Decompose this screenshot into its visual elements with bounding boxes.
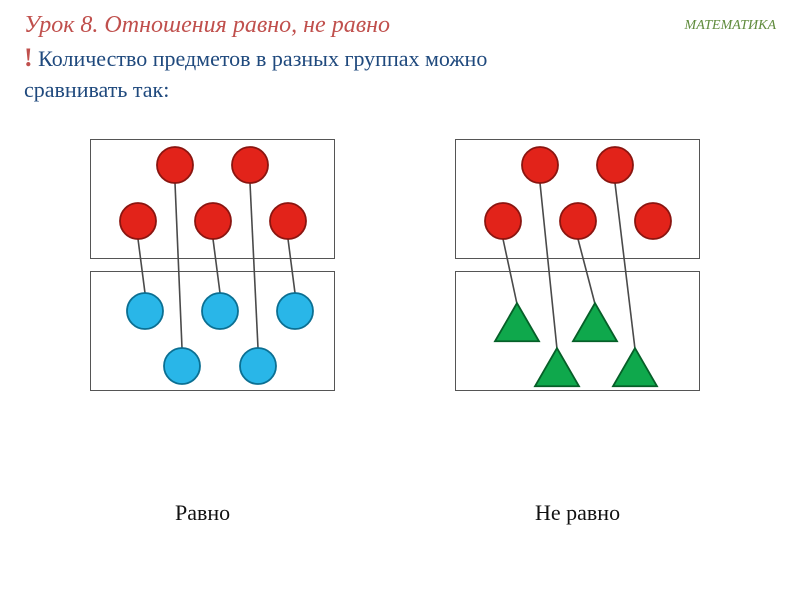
subtext-line2: сравнивать так: [24,77,169,102]
label-not-equal: Не равно [535,500,620,526]
right-top-panel [455,139,700,259]
left-top-panel [90,139,335,259]
diagram-area [0,121,800,481]
left-bot-panel [90,271,335,391]
subject-label: МАТЕМАТИКА [685,12,776,34]
exclamation-mark: ! [24,43,33,72]
lesson-title: Урок 8. Отношения равно, не равно [24,12,390,39]
subtext-line1: Количество предметов в разных группах мо… [38,46,487,71]
right-bot-panel [455,271,700,391]
label-equal: Равно [175,500,230,526]
